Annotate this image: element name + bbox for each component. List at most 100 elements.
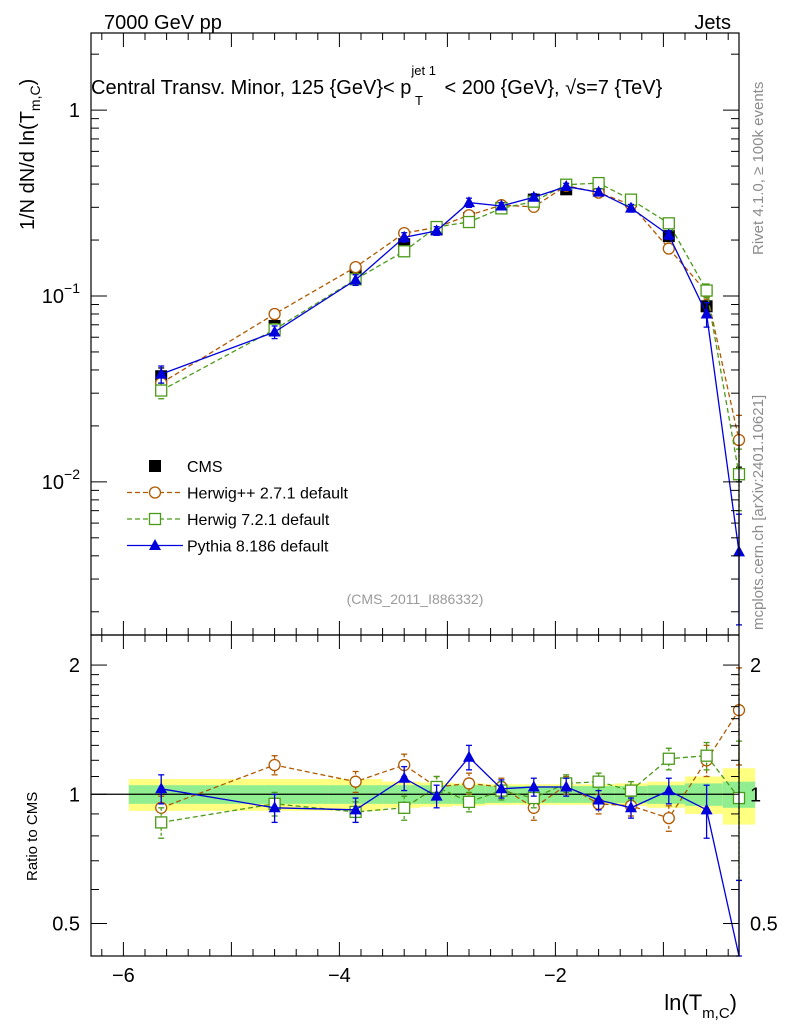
ratio-point-pythia-8-186-default [349,803,362,815]
legend-marker-herwig-2-7-1-default [148,486,162,499]
y-tick-label-base: 10 [42,286,64,308]
point-pythia-8-186-default [349,273,362,285]
legend-label-cms: CMS [187,459,223,476]
point-pythia-8-186-default [398,230,411,242]
rivet-version-label: Rivet 4.1.0, ≥ 100k events [750,82,767,255]
main-panel-series [155,176,746,626]
ratio-panel-frame [90,634,740,957]
point-pythia-8-186-default [662,228,675,240]
ratio-point-pythia-8-186-default [430,789,443,801]
point-pythia-8-186-default [268,325,281,337]
point-herwig-7-2-1-default [155,384,168,397]
tick-labels: 110−110−22 21 10.5 0.5−6 −4 −2 [42,100,778,987]
y-tick-label-base: 1 [69,100,80,122]
ratio-point-herwig-7-2-1-default [700,749,713,762]
header-right-text: Jets [694,12,731,34]
legend-label-herwig-2-7-1-default: Herwig++ 2.7.1 default [187,486,349,503]
point-herwig-7-2-1-default [662,217,675,230]
y-tick-label-ratio-left: 1 [69,784,80,806]
point-pythia-8-186-default [495,199,508,211]
x-axis-label: ln(Tm,C) [664,990,737,1022]
point-pythia-8-186-default [527,190,540,202]
ratio-point-pythia-8-186-default [662,784,675,796]
title-sup: jet 1 [410,63,436,78]
mcplots-label: mcplots.cern.ch [arXiv:2401.10621] [750,395,767,630]
y-tick-label-ratio-left: 2 [69,655,80,677]
title-sub: T [415,93,423,108]
point-pythia-8-186-default [625,201,637,213]
ratio-line-herwig-7-2-1-default [161,755,740,824]
point-pythia-8-186-default [463,196,475,208]
ratio-point-herwig-7-2-1-default [592,775,605,788]
y-tick-label-ratio-right: 2 [750,655,761,677]
ratio-point-herwig-2-7-1-default [349,775,362,788]
point-pythia-8-186-default [560,180,573,192]
y-tick-label-ratio-left: 0.5 [52,913,80,935]
ratio-point-herwig-7-2-1-default [462,795,476,809]
ratio-point-pythia-8-186-default [527,780,540,792]
legend-marker-herwig-7-2-1-default [148,512,162,526]
ratio-point-pythia-8-186-default [625,801,637,813]
title-part2: < 200 {GeV}, √s=7 {TeV} [439,77,663,99]
ratio-point-pythia-8-186-default [495,782,508,794]
ratio-point-herwig-2-7-1-default [268,758,281,772]
ratio-panel-series [155,667,746,957]
x-tick-label: −2 [544,965,567,987]
ratio-point-herwig-2-7-1-default [662,811,675,825]
ratio-point-pythia-8-186-default [268,801,281,813]
y-tick-label-exp: −1 [64,280,80,296]
series-pythia-8-186-default [155,180,745,626]
ratio-point-pythia-8-186-default [700,803,713,815]
legend-item-pythia-8-186-default: Pythia 8.186 default [127,539,329,556]
x-tick-label: −4 [328,965,351,987]
series-line-herwig-7-2-1-default [160,182,740,475]
point-pythia-8-186-default [430,224,443,236]
point-herwig-7-2-1-default [462,215,476,229]
ratio-line-pythia-8-186-default [161,756,740,957]
legend-label-pythia-8-186-default: Pythia 8.186 default [187,539,329,556]
ratio-point-herwig-7-2-1-default [398,801,411,814]
axis-ticks [91,33,739,956]
y-axis-label-main: 1/N dN/d ln(Tm,C) [17,79,43,230]
legend-marker-cms [149,460,161,472]
ratio-point-pythia-8-186-default [463,750,475,762]
ratio-point-pythia-8-186-default [155,782,168,794]
y-tick-label-main: 10−2 [42,466,80,494]
chart-title: Central Transv. Minor, 125 {GeV}< pjet 1… [91,63,663,108]
ratio-point-pythia-8-186-default [560,780,573,792]
y-tick-label-base: 10 [42,472,64,494]
header-left-text: 7000 GeV pp [104,12,222,34]
ratio-series-pythia-8-186-default [155,744,742,957]
title-part1: Central Transv. Minor, 125 {GeV}< p [91,77,411,99]
y-tick-label-main: 1 [69,100,80,122]
ratio-point-herwig-7-2-1-default [155,816,168,829]
ratio-point-pythia-8-186-default [398,771,411,783]
legend-label-herwig-7-2-1-default: Herwig 7.2.1 default [187,512,330,529]
ratio-line-herwig-2-7-1-default [160,709,740,819]
legend: CMS Herwig++ 2.7.1 default Herwig 7.2.1 de… [127,459,349,556]
point-herwig-2-7-1-default [662,242,675,255]
series-herwig-2-7-1-default [155,179,746,477]
series-line-pythia-8-186-default [160,185,740,552]
ratio-point-herwig-7-2-1-default [662,752,675,765]
point-pythia-8-186-default [155,367,168,379]
y-tick-label-ratio-right: 1 [750,784,761,806]
series-herwig-7-2-1-default [155,176,746,512]
point-herwig-2-7-1-default [268,307,281,321]
x-tick-label: −6 [112,965,135,987]
point-pythia-8-186-default [700,307,713,319]
legend-marker-pythia-8-186-default [149,539,161,550]
legend-item-herwig-2-7-1-default: Herwig++ 2.7.1 default [127,486,349,503]
ratio-point-herwig-7-2-1-default [624,784,638,797]
point-herwig-2-7-1-default [349,260,362,274]
ratio-point-pythia-8-186-default [592,793,605,805]
legend-item-cms: CMS [149,459,223,476]
point-herwig-7-2-1-default [700,284,713,297]
y-tick-label-ratio-right: 0.5 [750,913,778,935]
series-line-herwig-2-7-1-default [160,185,740,441]
y-tick-label-exp: −2 [64,466,80,482]
point-herwig-7-2-1-default [398,245,411,258]
y-tick-label-main: 10−1 [42,280,80,308]
